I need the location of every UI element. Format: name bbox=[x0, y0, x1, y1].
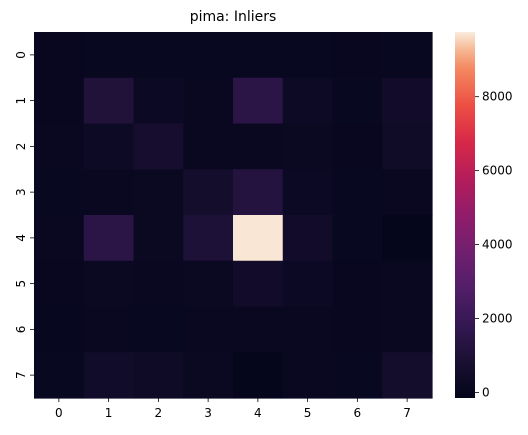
heatmap-cell bbox=[282, 215, 334, 262]
heatmap-cell bbox=[34, 169, 85, 216]
heatmap-cell bbox=[233, 215, 284, 262]
heatmap-cell bbox=[34, 123, 85, 170]
heatmap-cell bbox=[183, 306, 234, 353]
heatmap-cell bbox=[183, 123, 234, 170]
y-tick-label: 1 bbox=[14, 97, 28, 105]
heatmap-cell bbox=[133, 215, 184, 262]
colorbar bbox=[455, 32, 475, 398]
heatmap-cell bbox=[282, 32, 334, 79]
x-axis: 0 1 2 3 4 5 6 7 bbox=[55, 398, 411, 420]
y-tick-label: 2 bbox=[14, 143, 28, 151]
heatmap-cell bbox=[83, 306, 135, 353]
heatmap-cell bbox=[83, 32, 135, 79]
y-tick-label: 7 bbox=[14, 371, 28, 379]
heatmap-cell bbox=[382, 306, 433, 353]
heatmap-cell bbox=[382, 215, 433, 262]
heatmap-cell bbox=[34, 32, 85, 79]
heatmap-cell bbox=[332, 77, 383, 125]
heatmap-cell bbox=[183, 32, 234, 79]
colorbar-axis: 0 2000 4000 6000 8000 bbox=[475, 90, 513, 399]
heatmap-cell bbox=[233, 123, 284, 170]
colorbar-tick-label: 6000 bbox=[482, 164, 513, 178]
y-tick-label: 3 bbox=[14, 188, 28, 196]
heatmap-cell bbox=[133, 352, 184, 399]
y-tick-label: 4 bbox=[14, 234, 28, 242]
heatmap-cell bbox=[233, 169, 284, 216]
heatmap-cell bbox=[133, 123, 184, 170]
heatmap-cell bbox=[133, 306, 184, 353]
heatmap-cell bbox=[332, 123, 383, 170]
heatmap-cell bbox=[332, 32, 383, 79]
y-tick-label: 5 bbox=[14, 280, 28, 288]
heatmap-cell bbox=[332, 260, 383, 308]
heatmap-cell bbox=[382, 169, 433, 216]
heatmap-cell bbox=[83, 77, 135, 125]
heatmap-cell bbox=[282, 352, 334, 399]
heatmap-cell bbox=[183, 352, 234, 399]
heatmap-cell bbox=[183, 77, 234, 125]
x-tick-label: 5 bbox=[304, 406, 312, 420]
x-tick-label: 3 bbox=[204, 406, 212, 420]
heatmap-cell bbox=[233, 32, 284, 79]
heatmap-cell bbox=[34, 260, 85, 308]
x-tick-label: 6 bbox=[354, 406, 362, 420]
heatmap-cell bbox=[382, 77, 433, 125]
heatmap-cell bbox=[83, 169, 135, 216]
heatmap-cell bbox=[133, 32, 184, 79]
heatmap-cell bbox=[282, 306, 334, 353]
colorbar-tick-label: 2000 bbox=[482, 312, 513, 326]
heatmap-cell bbox=[183, 169, 234, 216]
heatmap-cell bbox=[382, 352, 433, 399]
heatmap-cell bbox=[233, 77, 284, 125]
x-tick-label: 2 bbox=[155, 406, 163, 420]
x-tick-label: 7 bbox=[403, 406, 411, 420]
heatmap-cell bbox=[83, 352, 135, 399]
heatmap-cell bbox=[133, 169, 184, 216]
heatmap-cell bbox=[83, 215, 135, 262]
heatmap-cell bbox=[34, 77, 85, 125]
heatmap-cell bbox=[282, 169, 334, 216]
heatmap-cell bbox=[183, 260, 234, 308]
heatmap-cell bbox=[282, 77, 334, 125]
heatmap-cell bbox=[83, 123, 135, 170]
heatmap-cell bbox=[382, 32, 433, 79]
heatmap-cell bbox=[382, 260, 433, 308]
heatmap-cell bbox=[332, 215, 383, 262]
heatmap-cell bbox=[183, 215, 234, 262]
heatmap-cell bbox=[34, 215, 85, 262]
heatmap-cell bbox=[382, 123, 433, 170]
x-tick-label: 4 bbox=[254, 406, 262, 420]
heatmap-cell bbox=[282, 260, 334, 308]
y-tick-label: 0 bbox=[14, 51, 28, 59]
y-tick-label: 6 bbox=[14, 326, 28, 334]
colorbar-tick-label: 8000 bbox=[482, 90, 513, 104]
heatmap-cell bbox=[83, 260, 135, 308]
heatmap-cell bbox=[34, 352, 85, 399]
colorbar-tick-label: 0 bbox=[482, 385, 490, 399]
heatmap-cell bbox=[332, 169, 383, 216]
heatmap-cells bbox=[34, 32, 433, 399]
x-tick-label: 0 bbox=[55, 406, 63, 420]
heatmap-cell bbox=[34, 306, 85, 353]
chart-title: pima: Inliers bbox=[190, 9, 277, 25]
heatmap-cell bbox=[282, 123, 334, 170]
heatmap-cell bbox=[233, 260, 284, 308]
colorbar-tick-label: 4000 bbox=[482, 238, 513, 252]
heatmap-cell bbox=[332, 352, 383, 399]
heatmap-cell bbox=[133, 77, 184, 125]
x-tick-label: 1 bbox=[105, 406, 113, 420]
heatmap-cell bbox=[332, 306, 383, 353]
heatmap-cell bbox=[233, 306, 284, 353]
heatmap-cell bbox=[133, 260, 184, 308]
heatmap-cell bbox=[233, 352, 284, 399]
y-axis: 0 1 2 3 4 5 6 7 bbox=[14, 51, 34, 379]
